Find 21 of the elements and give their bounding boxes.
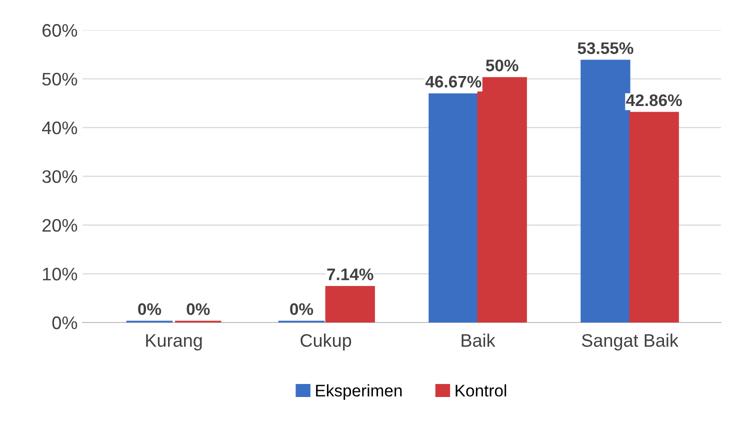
data-label: 46.67%: [425, 76, 482, 88]
y-tick-label: 40%: [42, 122, 78, 134]
x-tick-label: Kurang: [146, 334, 202, 350]
data-label: 7.14%: [327, 268, 374, 280]
data-label: 53.55%: [578, 42, 634, 54]
legend-label: Kontrol: [456, 384, 506, 397]
y-tick-label: 0%: [52, 316, 78, 330]
data-label: 0%: [186, 303, 210, 316]
data-label: 0%: [290, 303, 314, 316]
y-tick-label: 10%: [42, 268, 78, 280]
y-tick-label: 30%: [42, 170, 78, 184]
x-tick-label: Baik: [462, 334, 496, 347]
y-tick-label: 60%: [42, 24, 78, 37]
x-tick-label: Sangat Baik: [582, 334, 678, 350]
data-label: 0%: [138, 303, 162, 316]
y-tick-label: 20%: [42, 218, 78, 232]
data-label: 50%: [486, 60, 518, 72]
x-tick-label: Cukup: [300, 334, 352, 350]
legend-label: Eksperimen: [316, 384, 402, 400]
y-tick-label: 50%: [42, 72, 78, 86]
data-label: 42.86%: [626, 94, 682, 106]
